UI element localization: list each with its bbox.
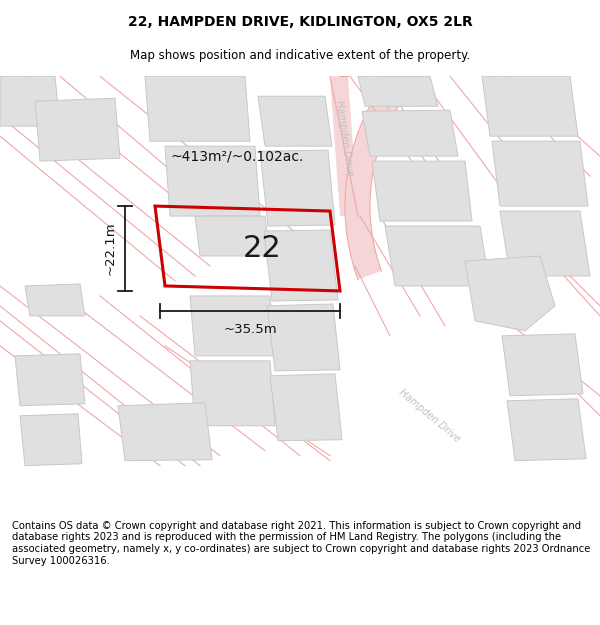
Polygon shape <box>145 76 250 141</box>
Polygon shape <box>25 284 85 316</box>
Polygon shape <box>502 334 583 396</box>
Polygon shape <box>270 374 342 441</box>
Polygon shape <box>258 96 332 146</box>
Polygon shape <box>190 296 275 356</box>
Polygon shape <box>267 304 340 371</box>
Text: 22: 22 <box>243 234 282 263</box>
Polygon shape <box>195 216 270 256</box>
Polygon shape <box>500 211 590 276</box>
Text: Hampden Drive: Hampden Drive <box>334 99 354 177</box>
Text: ~22.1m: ~22.1m <box>104 222 117 276</box>
Polygon shape <box>385 226 490 286</box>
Polygon shape <box>492 141 588 206</box>
Polygon shape <box>190 361 275 426</box>
Polygon shape <box>20 414 82 466</box>
Polygon shape <box>345 30 451 279</box>
Polygon shape <box>35 98 120 161</box>
Text: ~35.5m: ~35.5m <box>223 323 277 336</box>
Text: Contains OS data © Crown copyright and database right 2021. This information is : Contains OS data © Crown copyright and d… <box>12 521 590 566</box>
Text: ~413m²/~0.102ac.: ~413m²/~0.102ac. <box>170 149 304 163</box>
Text: 22, HAMPDEN DRIVE, KIDLINGTON, OX5 2LR: 22, HAMPDEN DRIVE, KIDLINGTON, OX5 2LR <box>128 15 472 29</box>
Polygon shape <box>260 150 335 226</box>
Polygon shape <box>358 76 438 106</box>
Text: Hampden Drive: Hampden Drive <box>397 388 463 444</box>
Polygon shape <box>264 230 338 301</box>
Polygon shape <box>165 146 260 216</box>
Polygon shape <box>0 76 60 126</box>
Polygon shape <box>330 76 358 216</box>
Polygon shape <box>507 399 586 461</box>
Polygon shape <box>15 354 85 406</box>
Polygon shape <box>465 256 555 331</box>
Polygon shape <box>362 110 458 156</box>
Polygon shape <box>118 402 212 461</box>
Polygon shape <box>482 76 578 136</box>
Text: Map shows position and indicative extent of the property.: Map shows position and indicative extent… <box>130 49 470 62</box>
Polygon shape <box>372 161 472 221</box>
